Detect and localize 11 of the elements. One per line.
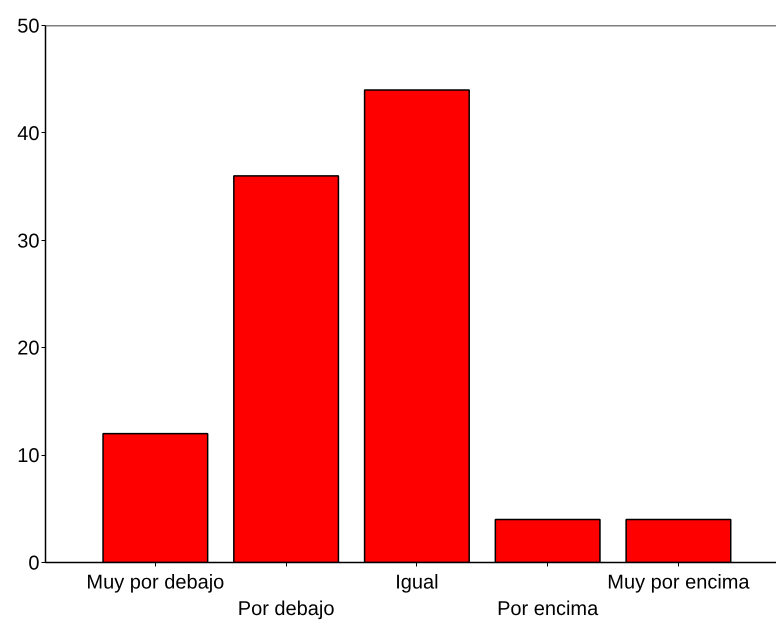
x-tick-label: Por debajo: [238, 598, 334, 620]
y-tick-label: 0: [28, 552, 40, 574]
y-tick-label: 20: [17, 338, 40, 360]
x-tick-label: Muy por encima: [607, 572, 750, 594]
y-tick-label: 40: [17, 122, 40, 145]
x-tick-label: Igual: [395, 572, 439, 594]
y-tick-label: 10: [17, 445, 40, 468]
y-tick-label: 30: [17, 230, 40, 252]
x-tick-label: Muy por debajo: [86, 572, 224, 594]
x-tick-label: Por encima: [497, 598, 600, 620]
y-tick-label: 50: [17, 16, 40, 38]
